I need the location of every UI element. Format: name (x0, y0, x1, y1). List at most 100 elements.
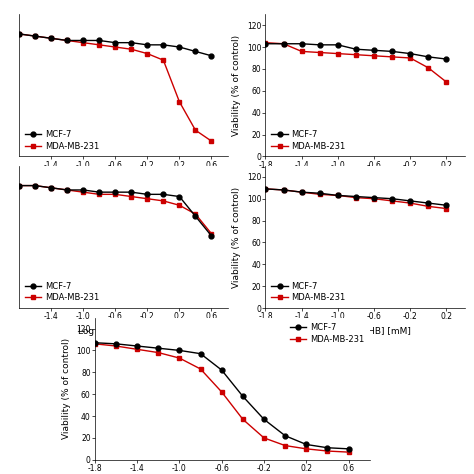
MCF-7 (240, 393, 246, 399)
MCF-7 (325, 445, 330, 451)
MCF-7 (145, 191, 150, 197)
MCF-7 (155, 346, 161, 351)
MCF-7 (353, 194, 359, 200)
Y-axis label: Viability (% of control): Viability (% of control) (232, 186, 241, 288)
MDA-MB-231 (317, 191, 323, 197)
MDA-MB-231 (112, 44, 118, 50)
MDA-MB-231 (80, 40, 86, 46)
Legend: MCF-7, MDA-MB-231: MCF-7, MDA-MB-231 (270, 128, 347, 152)
MCF-7 (161, 42, 166, 48)
Line: MCF-7: MCF-7 (17, 31, 214, 58)
MCF-7 (161, 191, 166, 197)
MDA-MB-231 (426, 65, 431, 71)
MDA-MB-231 (263, 40, 268, 46)
MCF-7 (303, 442, 309, 447)
MDA-MB-231 (209, 231, 214, 237)
MDA-MB-231 (134, 346, 140, 352)
MDA-MB-231 (155, 350, 161, 356)
MCF-7 (335, 42, 341, 48)
MCF-7 (353, 46, 359, 52)
MCF-7 (389, 196, 395, 201)
MCF-7 (299, 189, 304, 195)
MDA-MB-231 (353, 195, 359, 201)
MCF-7 (317, 191, 323, 196)
MCF-7 (80, 187, 86, 193)
MCF-7 (176, 44, 182, 50)
MCF-7 (96, 189, 102, 195)
MDA-MB-231 (48, 185, 54, 191)
MCF-7 (32, 33, 38, 39)
X-axis label: Log [2,6–DHB] [mM]: Log [2,6–DHB] [mM] (319, 175, 410, 184)
MDA-MB-231 (444, 206, 449, 211)
MCF-7 (263, 186, 268, 191)
X-axis label: Log [2,5–DHB] [mM]: Log [2,5–DHB] [mM] (78, 175, 169, 184)
MCF-7 (371, 195, 377, 201)
MCF-7 (96, 37, 102, 43)
MCF-7 (426, 200, 431, 206)
MCF-7 (64, 37, 70, 43)
MCF-7 (219, 367, 225, 373)
MDA-MB-231 (261, 435, 267, 441)
MCF-7 (281, 41, 286, 46)
MDA-MB-231 (176, 355, 182, 361)
X-axis label: Log [3,4–DHB] [mM]: Log [3,4–DHB] [mM] (78, 327, 169, 336)
MCF-7 (371, 47, 377, 53)
MDA-MB-231 (113, 343, 119, 349)
MDA-MB-231 (281, 187, 286, 193)
Line: MCF-7: MCF-7 (263, 186, 449, 208)
MDA-MB-231 (161, 57, 166, 63)
Line: MDA-MB-231: MDA-MB-231 (17, 31, 214, 144)
MDA-MB-231 (371, 196, 377, 201)
Legend: MCF-7, MDA-MB-231: MCF-7, MDA-MB-231 (23, 280, 100, 304)
MDA-MB-231 (353, 52, 359, 57)
MCF-7 (192, 48, 198, 54)
MDA-MB-231 (64, 187, 70, 193)
MDA-MB-231 (335, 51, 341, 56)
MDA-MB-231 (92, 341, 98, 346)
Legend: MCF-7, MDA-MB-231: MCF-7, MDA-MB-231 (270, 280, 347, 304)
MCF-7 (198, 351, 203, 356)
MCF-7 (346, 446, 351, 452)
MDA-MB-231 (16, 183, 22, 189)
MDA-MB-231 (48, 36, 54, 41)
Line: MDA-MB-231: MDA-MB-231 (263, 186, 449, 211)
MDA-MB-231 (198, 366, 203, 372)
MCF-7 (16, 183, 22, 189)
MCF-7 (176, 347, 182, 353)
Line: MCF-7: MCF-7 (263, 41, 449, 62)
Line: MDA-MB-231: MDA-MB-231 (92, 341, 351, 455)
MDA-MB-231 (281, 41, 286, 46)
MDA-MB-231 (32, 183, 38, 189)
MDA-MB-231 (299, 189, 304, 195)
MCF-7 (426, 54, 431, 60)
MDA-MB-231 (192, 128, 198, 133)
MCF-7 (209, 53, 214, 59)
MCF-7 (283, 433, 288, 438)
MCF-7 (112, 189, 118, 195)
X-axis label: Log [3,5–DHB] [mM]: Log [3,5–DHB] [mM] (319, 327, 410, 336)
MDA-MB-231 (283, 443, 288, 448)
Line: MCF-7: MCF-7 (17, 183, 214, 238)
MCF-7 (16, 31, 22, 37)
MDA-MB-231 (335, 192, 341, 198)
MDA-MB-231 (176, 202, 182, 208)
MDA-MB-231 (317, 50, 323, 55)
MDA-MB-231 (371, 53, 377, 59)
MCF-7 (48, 36, 54, 41)
MCF-7 (192, 213, 198, 219)
MCF-7 (261, 417, 267, 422)
MCF-7 (128, 40, 134, 46)
MCF-7 (176, 194, 182, 200)
MDA-MB-231 (128, 46, 134, 52)
MCF-7 (209, 233, 214, 239)
Y-axis label: Viability (% of control): Viability (% of control) (62, 338, 71, 439)
MCF-7 (64, 187, 70, 193)
MCF-7 (407, 198, 413, 204)
MDA-MB-231 (161, 198, 166, 204)
MCF-7 (335, 192, 341, 198)
MCF-7 (145, 42, 150, 48)
MDA-MB-231 (112, 191, 118, 197)
Line: MCF-7: MCF-7 (92, 340, 351, 451)
MDA-MB-231 (407, 55, 413, 61)
MDA-MB-231 (389, 54, 395, 60)
